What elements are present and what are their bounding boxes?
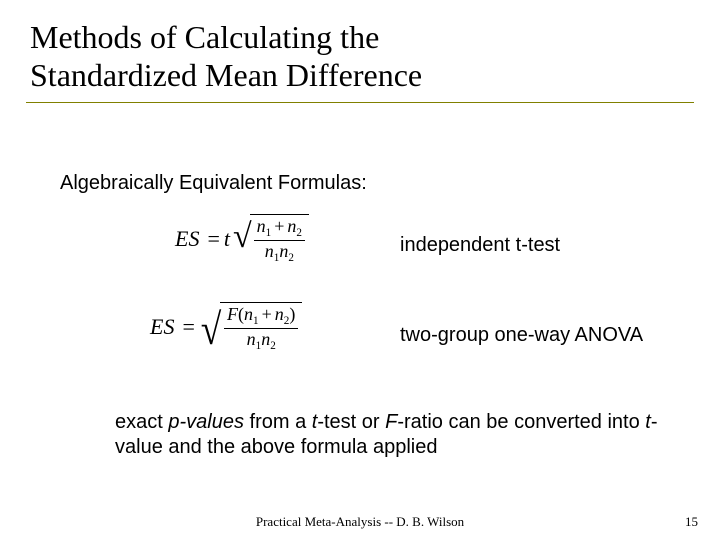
formula-anova: ES = √ F(n1+n2) n1n2 [150,302,302,352]
fraction: n1+n2 n1n2 [254,217,305,264]
fraction-2: F(n1+n2) n1n2 [224,305,298,352]
numerator: n1+n2 [254,217,305,239]
equals-sign-2: = [182,314,194,340]
denominator: n1n2 [262,242,297,264]
footer-text: Practical Meta-Analysis -- D. B. Wilson [0,514,720,530]
numerator-2: F(n1+n2) [224,305,298,327]
radical-icon: √ [233,220,252,270]
denominator-2: n1n2 [244,330,279,352]
t-symbol: t [224,226,230,252]
title-line-2: Standardized Mean Difference [30,57,422,93]
title-underline [26,102,694,103]
formula-ttest-label: independent t-test [400,234,560,257]
radical-icon-2: √ [201,308,222,358]
title-line-1: Methods of Calculating the [30,19,379,55]
radicand: n1+n2 n1n2 [250,214,309,264]
equals-sign: = [207,226,219,252]
sqrt: √ n1+n2 n1n2 [233,214,309,264]
es-symbol: ES [175,226,199,252]
formula-anova-label: two-group one-way ANOVA [400,324,643,347]
formula-ttest: ES = t √ n1+n2 n1n2 [175,214,309,264]
body-paragraph: exact p-values from a t-test or F-ratio … [115,410,675,460]
sqrt-2: √ F(n1+n2) n1n2 [199,302,302,352]
radicand-2: F(n1+n2) n1n2 [220,302,302,352]
slide: Methods of Calculating the Standardized … [0,0,720,540]
f-italic: F [385,411,397,433]
es-symbol-2: ES [150,314,174,340]
slide-title: Methods of Calculating the Standardized … [30,18,422,95]
pvalues-italic: p-values [168,411,244,433]
page-number: 15 [685,514,698,530]
subheading: Algebraically Equivalent Formulas: [60,172,367,195]
